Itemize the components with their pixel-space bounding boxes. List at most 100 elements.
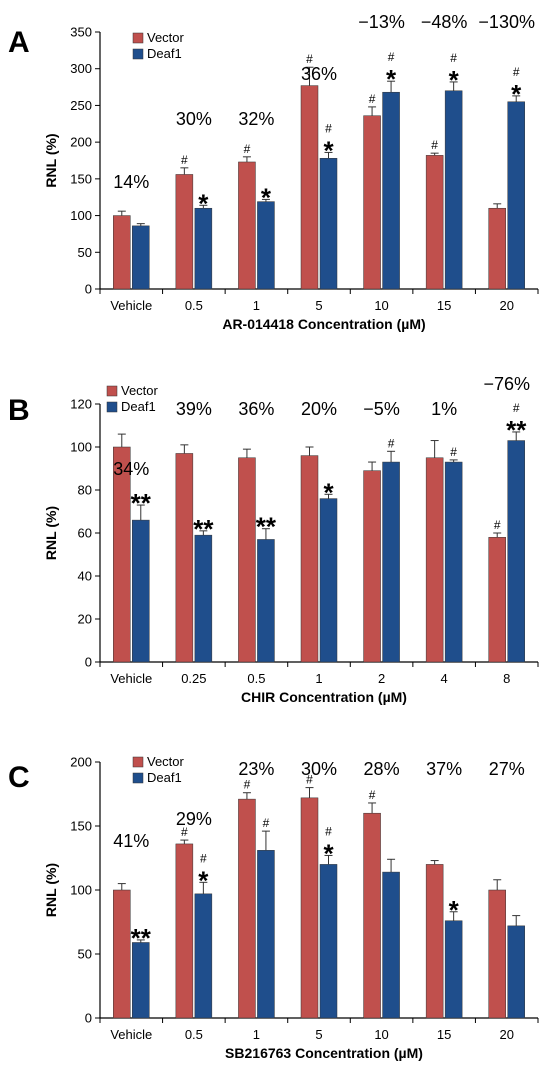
legend-label: Deaf1 xyxy=(121,399,156,414)
deaf1-bar xyxy=(132,519,150,663)
significance-asterisk: * xyxy=(323,135,334,165)
vector-bar xyxy=(300,455,319,663)
vector-bar xyxy=(300,85,319,290)
percent-annotation: 28% xyxy=(364,759,400,779)
x-axis-label: SB216763 Concentration (µM) xyxy=(225,1045,423,1061)
percent-annotation: 1% xyxy=(431,399,457,419)
x-tick-label: Vehicle xyxy=(110,298,152,313)
percent-annotation: 39% xyxy=(176,399,212,419)
significance-hash: # xyxy=(450,51,457,65)
y-tick-label: 100 xyxy=(70,883,92,898)
x-tick-label: 8 xyxy=(503,671,510,686)
x-tick-label: 1 xyxy=(253,1027,260,1042)
vector-bar xyxy=(363,115,381,290)
x-axis-label: CHIR Concentration (µM) xyxy=(241,689,407,705)
significance-hash: # xyxy=(388,436,395,450)
significance-hash: # xyxy=(306,773,313,787)
y-tick-label: 40 xyxy=(78,569,92,584)
panel-letter: A xyxy=(8,26,30,59)
x-tick-label: 15 xyxy=(437,1027,451,1042)
y-tick-label: 300 xyxy=(70,61,92,76)
deaf1-bar xyxy=(194,534,213,663)
x-tick-label: 0.5 xyxy=(185,298,203,313)
y-tick-label: 0 xyxy=(85,282,92,297)
significance-hash: # xyxy=(388,50,395,64)
y-axis-label: RNL (%) xyxy=(43,506,59,560)
significance-hash: # xyxy=(306,52,313,66)
vector-bar xyxy=(175,843,194,1019)
significance-asterisk: ** xyxy=(256,512,277,542)
y-tick-label: 200 xyxy=(70,135,92,150)
legend-label: Vector xyxy=(121,383,159,398)
vector-bar xyxy=(238,457,256,663)
percent-annotation: 36% xyxy=(301,64,337,84)
significance-asterisk: ** xyxy=(131,923,152,953)
x-tick-label: 20 xyxy=(499,298,513,313)
significance-hash: # xyxy=(325,824,332,838)
vector-bar xyxy=(363,470,381,663)
percent-annotation: −5% xyxy=(363,399,400,419)
y-tick-label: 350 xyxy=(70,25,92,40)
percent-annotation: 30% xyxy=(176,109,212,129)
significance-hash: # xyxy=(494,518,501,532)
deaf1-bar xyxy=(257,201,275,290)
legend-label: Deaf1 xyxy=(147,46,182,61)
legend-swatch xyxy=(106,401,118,413)
percent-annotation: −48% xyxy=(421,12,468,32)
x-tick-label: 1 xyxy=(253,298,260,313)
x-tick-label: 20 xyxy=(499,1027,513,1042)
significance-hash: # xyxy=(325,121,332,135)
x-tick-label: 10 xyxy=(374,1027,388,1042)
x-tick-label: Vehicle xyxy=(110,671,152,686)
legend-swatch xyxy=(132,32,144,44)
y-axis-label: RNL (%) xyxy=(43,133,59,187)
percent-annotation: 27% xyxy=(489,759,525,779)
significance-asterisk: ** xyxy=(506,415,527,445)
panel-a: A 0 50 100 150 200 250 300 350 RNL (%) AR-014418 C… xyxy=(8,12,539,332)
vector-bar xyxy=(113,889,131,1019)
deaf1-bar xyxy=(444,920,463,1019)
vector-bar xyxy=(113,215,131,290)
x-tick-label: 5 xyxy=(315,298,322,313)
percent-annotation: 36% xyxy=(238,399,274,419)
legend-label: Deaf1 xyxy=(147,770,182,785)
percent-annotation: 30% xyxy=(301,759,337,779)
x-tick-label: 4 xyxy=(441,671,448,686)
significance-hash: # xyxy=(369,788,376,802)
percent-annotation: −13% xyxy=(358,12,405,32)
x-tick-label: 1 xyxy=(315,671,322,686)
x-tick-label: 15 xyxy=(437,298,451,313)
legend-swatch xyxy=(132,756,144,768)
panel-b: B 0 20 40 60 80 100 120 RNL (%) CHIR Concentratio… xyxy=(8,374,539,705)
deaf1-bar xyxy=(319,158,338,290)
significance-hash: # xyxy=(244,778,251,792)
vector-bar xyxy=(425,457,444,663)
vector-bar xyxy=(175,453,194,663)
percent-annotation: 29% xyxy=(176,809,212,829)
legend-label: Vector xyxy=(147,30,185,45)
x-axis-label: AR-014418 Concentration (µM) xyxy=(222,316,425,332)
deaf1-bar xyxy=(382,871,400,1019)
percent-annotation: 41% xyxy=(113,831,149,851)
significance-hash: # xyxy=(244,142,251,156)
vector-bar xyxy=(425,864,444,1019)
y-tick-label: 150 xyxy=(70,171,92,186)
percent-annotation: 20% xyxy=(301,399,337,419)
significance-hash: # xyxy=(431,138,438,152)
percent-annotation: −76% xyxy=(483,374,530,394)
legend-swatch xyxy=(132,772,144,784)
y-axis-label: RNL (%) xyxy=(43,863,59,917)
deaf1-bar xyxy=(194,893,213,1019)
panel-letter: C xyxy=(8,761,30,794)
deaf1-bar xyxy=(507,925,525,1019)
deaf1-bar xyxy=(132,942,150,1019)
significance-hash: # xyxy=(513,401,520,415)
y-tick-label: 50 xyxy=(78,245,92,260)
panel-c: C 0 50 100 150 200 RNL (%) SB216763 Concentrati… xyxy=(8,754,539,1061)
deaf1-bar xyxy=(257,539,275,663)
significance-asterisk: * xyxy=(261,182,272,212)
y-tick-label: 120 xyxy=(70,397,92,412)
